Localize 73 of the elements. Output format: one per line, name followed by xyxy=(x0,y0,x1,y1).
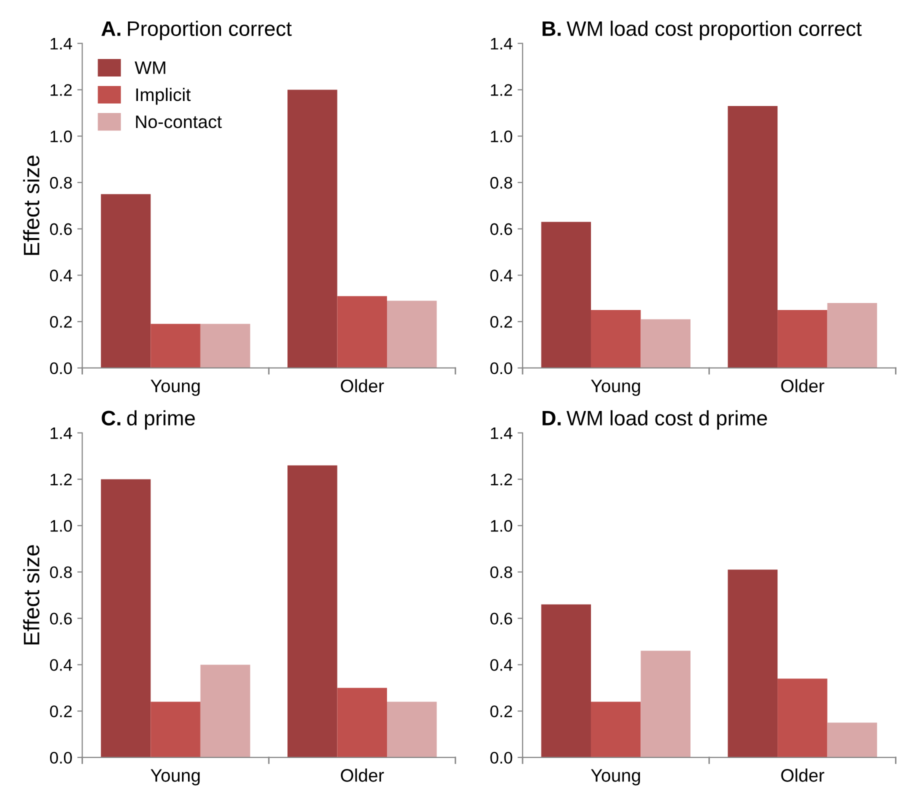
y-axis-title: Effect size xyxy=(23,156,40,255)
y-tick-label: 0.4 xyxy=(490,270,512,282)
chart-title: A. Proportion correct xyxy=(101,20,292,40)
chart-title: C. d prime xyxy=(102,410,195,430)
bar xyxy=(200,664,250,758)
bar xyxy=(728,106,778,368)
bar xyxy=(386,300,437,368)
y-tick-label: 0.4 xyxy=(50,659,72,671)
bar xyxy=(100,479,151,758)
bar xyxy=(778,678,828,758)
chart-title: B. WM load cost proportion correct xyxy=(542,20,862,40)
y-tick-label: 1.2 xyxy=(490,474,512,486)
bar xyxy=(150,702,200,758)
y-tick-label: 0.8 xyxy=(490,566,512,578)
legend-label: WM xyxy=(134,61,166,74)
y-axis-title: Effect size xyxy=(23,545,40,644)
bar xyxy=(337,296,387,368)
bar xyxy=(337,688,387,758)
bar xyxy=(200,324,250,368)
y-tick-label: 1.2 xyxy=(50,84,72,96)
y-tick-label: 0.0 xyxy=(50,362,72,374)
bar xyxy=(287,465,338,758)
bar xyxy=(386,702,437,758)
y-tick-label: 1.2 xyxy=(490,84,512,96)
y-tick-label: 0.6 xyxy=(490,223,512,236)
y-tick-label: 1.2 xyxy=(50,474,72,486)
x-tick-label: Young xyxy=(590,769,640,786)
bar xyxy=(827,303,878,368)
y-tick-label: 1.0 xyxy=(490,130,512,142)
y-tick-label: 0.0 xyxy=(490,362,512,374)
y-tick-label: 0.8 xyxy=(50,176,72,189)
x-tick-label: Older xyxy=(340,379,384,392)
bar xyxy=(728,570,778,758)
legend-label: Implicit xyxy=(136,88,191,105)
bar xyxy=(287,90,338,368)
x-tick-label: Young xyxy=(150,380,200,396)
y-tick-label: 0.6 xyxy=(490,612,512,625)
y-tick-label: 0.2 xyxy=(50,705,72,718)
legend-label: No-contact xyxy=(136,116,222,128)
bar xyxy=(541,604,591,758)
bar xyxy=(640,319,690,368)
x-tick-label: Older xyxy=(781,379,824,392)
y-tick-label: 0.6 xyxy=(50,612,72,625)
chart-title: D. WM load cost d prime xyxy=(542,410,767,430)
x-tick-label: Young xyxy=(590,380,640,396)
y-tick-label: 0.2 xyxy=(50,316,72,328)
y-tick-label: 0.6 xyxy=(50,223,72,236)
y-tick-label: 1.4 xyxy=(490,38,512,50)
y-tick-label: 0.0 xyxy=(490,752,512,764)
bar xyxy=(590,310,641,368)
y-tick-label: 0.2 xyxy=(490,316,512,328)
bar xyxy=(150,324,200,368)
y-tick-label: 1.0 xyxy=(50,130,72,142)
y-tick-label: 0.8 xyxy=(490,176,512,189)
y-tick-label: 0.4 xyxy=(490,659,512,671)
y-tick-label: 0.8 xyxy=(50,566,72,578)
y-tick-label: 1.4 xyxy=(490,427,512,439)
y-tick-label: 0.2 xyxy=(490,705,512,718)
bar xyxy=(640,650,690,758)
bar xyxy=(590,702,641,758)
bar xyxy=(100,194,151,368)
x-tick-label: Older xyxy=(340,768,384,782)
y-tick-label: 1.4 xyxy=(50,427,72,439)
y-tick-label: 1.0 xyxy=(490,520,512,532)
bar xyxy=(778,310,828,368)
y-tick-label: 0.0 xyxy=(50,752,72,764)
y-tick-label: 1.4 xyxy=(50,38,72,50)
bar xyxy=(827,722,878,758)
y-tick-label: 0.4 xyxy=(50,270,72,282)
y-tick-label: 1.0 xyxy=(50,520,72,532)
bar xyxy=(541,222,591,368)
x-tick-label: Older xyxy=(781,768,824,782)
x-tick-label: Young xyxy=(150,769,200,786)
